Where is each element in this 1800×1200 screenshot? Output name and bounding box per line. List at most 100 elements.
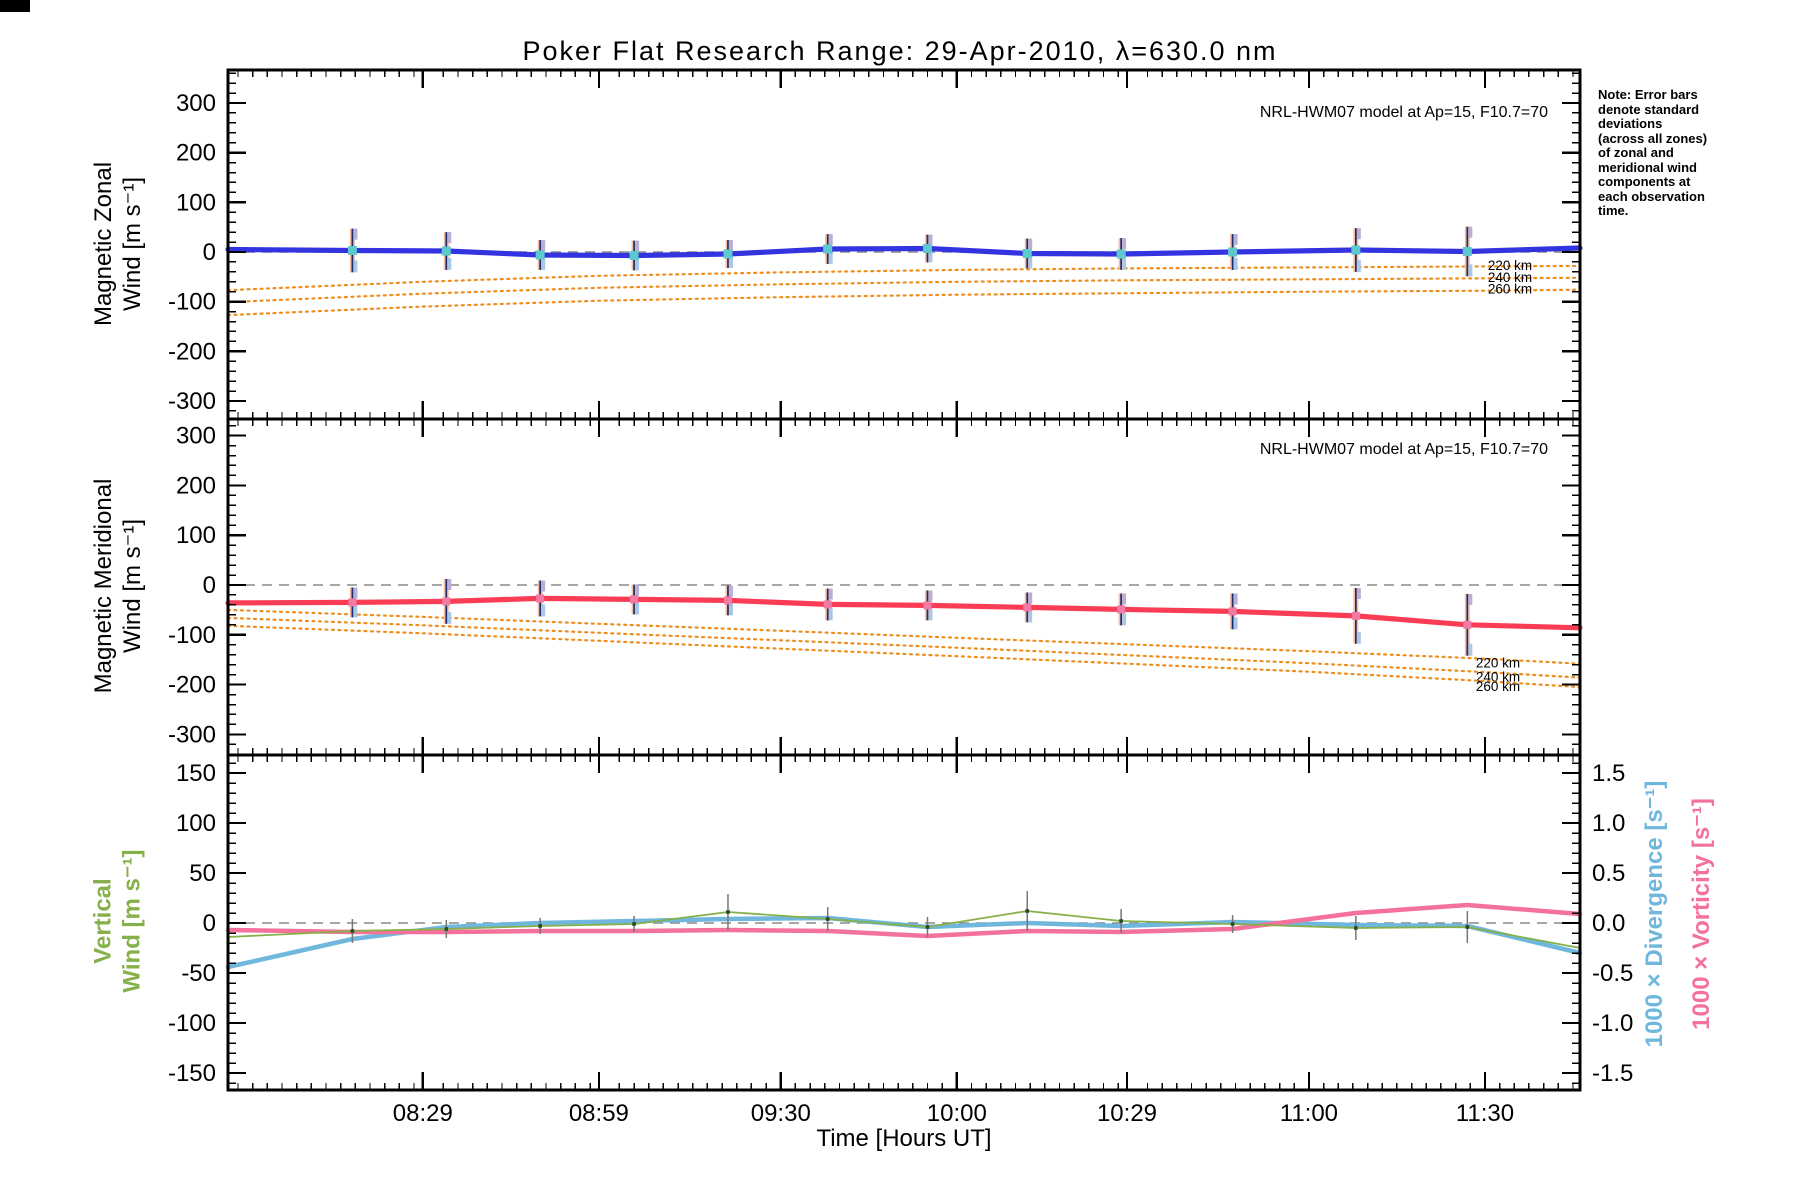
error-bar-cap-bottom (1357, 631, 1361, 644)
error-bar-cap-top (447, 579, 452, 591)
data-marker (442, 597, 451, 606)
data-marker (723, 596, 732, 605)
error-bar-cap-bottom (541, 257, 546, 270)
data-marker (1463, 620, 1472, 629)
y-axis-label-zonal: Magnetic Zonal Wind [m s⁻¹] (89, 69, 147, 419)
right-axis-label-vorticity: 1000 × Vorticity [s⁻¹] (1688, 714, 1716, 1114)
altitude-label: 260 km (1488, 282, 1532, 297)
y-axis-label-meridional-line1: Magnetic Meridional (90, 478, 117, 694)
data-marker (348, 598, 357, 607)
error-bar-cap-bottom (729, 603, 733, 616)
error-bar-cap-top (353, 228, 358, 240)
right-y-tick-label: -1.0 (1592, 1010, 1633, 1037)
data-marker (726, 910, 730, 914)
data-marker (1230, 922, 1235, 926)
y-tick-label: 50 (189, 860, 216, 887)
data-marker (823, 600, 832, 609)
error-bar-cap-bottom (635, 602, 640, 615)
model-curve-260km (226, 288, 1582, 317)
error-bar-cap-top (928, 590, 933, 602)
error-bar-cap-top (1357, 228, 1361, 240)
altitude-label: 220 km (1488, 258, 1532, 273)
error-bar-cap-bottom (541, 604, 546, 617)
model-curve-240km (226, 276, 1582, 304)
y-tick-label: 150 (176, 760, 216, 787)
right-y-tick-label: -1.5 (1592, 1060, 1633, 1087)
data-marker (629, 250, 639, 260)
vertical-wind-line (227, 910, 1581, 949)
error-bar-cap-top (928, 234, 933, 246)
model-curve-240km (226, 616, 1582, 679)
data-marker (350, 929, 355, 933)
x-tick-label: 08:29 (393, 1100, 453, 1127)
error-bar-cap-top (635, 584, 640, 596)
right-axis-label-vorticity-text: 1000 × Vorticity [s⁻¹] (1688, 798, 1715, 1030)
note-line: Note: Error bars (1598, 87, 1698, 102)
panel-frame-magnetic-zonal-wind (226, 68, 1582, 421)
x-tick-label: 09:30 (751, 1100, 811, 1127)
x-tick-label: 11:30 (1456, 1100, 1514, 1127)
error-bar-cap-top (1028, 592, 1033, 604)
data-marker (1354, 926, 1358, 930)
altitude-label: 240 km (1488, 270, 1532, 285)
error-bar-cap-bottom (1233, 617, 1238, 630)
y-axis-label-zonal-line2: Wind [m s⁻¹] (119, 177, 146, 312)
error-bar-cap-bottom (729, 255, 733, 268)
magnetic-meridional-wind-line (225, 595, 1583, 631)
note-line: meridional wind (1598, 159, 1697, 175)
x-tick-label: 10:29 (1097, 1100, 1157, 1127)
y-axis-label-vertical-line1: Vertical (89, 878, 117, 964)
y-tick-label: -200 (168, 338, 216, 365)
error-bar-cap-bottom (928, 250, 933, 263)
error-bar-cap-bottom (1028, 256, 1033, 269)
error-bar-cap-bottom (1468, 643, 1473, 656)
y-tick-label: 0 (203, 239, 216, 266)
error-bar-cap-top (1468, 226, 1473, 238)
y-tick-label: -300 (168, 388, 216, 415)
error-bar-cap-top (1233, 234, 1238, 246)
vorticity-line (225, 902, 1583, 939)
data-marker (1351, 245, 1361, 255)
data-marker (1116, 249, 1126, 259)
data-marker (1025, 909, 1030, 913)
y-tick-label: 300 (176, 90, 216, 117)
y-axis-label-vertical: Vertical Wind [m s⁻¹] (89, 754, 147, 1089)
chart-title: Poker Flat Research Range: 29-Apr-2010, … (522, 36, 1278, 66)
y-tick-label: 100 (176, 810, 216, 837)
error-bar-cap-top (1122, 593, 1127, 605)
error-bar-cap-bottom (353, 605, 358, 618)
x-tick-label: 10:00 (927, 1100, 987, 1127)
error-bar-cap-bottom (1122, 257, 1127, 270)
error-bar-cap-bottom (447, 257, 452, 270)
note-line: components at (1598, 174, 1691, 189)
data-marker (1351, 611, 1360, 620)
altitude-label: 260 km (1476, 679, 1520, 694)
y-tick-label: -200 (168, 672, 216, 699)
error-bar-cap-bottom (1233, 257, 1238, 270)
data-marker (1465, 925, 1470, 929)
error-bar-cap-top (541, 580, 546, 592)
data-marker (1117, 605, 1126, 614)
error-bar-cap-bottom (828, 251, 833, 264)
panel-frame-vertical-wind-divergence-vorticity (226, 753, 1582, 1092)
data-marker (1462, 247, 1472, 257)
note-line: deviations (1598, 116, 1663, 131)
error-bar-cap-bottom (447, 611, 452, 624)
y-tick-label: 200 (176, 140, 216, 167)
right-y-tick-label: 0.5 (1592, 860, 1625, 887)
y-tick-label: 300 (176, 423, 216, 450)
data-marker (1228, 247, 1238, 257)
data-marker (923, 601, 932, 610)
data-marker (535, 250, 545, 260)
altitude-label: 220 km (1476, 656, 1520, 671)
y-tick-label: 0 (203, 910, 216, 937)
note-line: (across all zones) (1598, 130, 1708, 146)
data-marker (1119, 919, 1123, 923)
y-tick-label: -100 (168, 1010, 216, 1037)
error-bar-cap-bottom (1122, 613, 1127, 626)
data-marker (1023, 603, 1032, 612)
error-bar-cap-top (1468, 593, 1473, 605)
right-y-tick-label: 1.5 (1592, 760, 1625, 787)
